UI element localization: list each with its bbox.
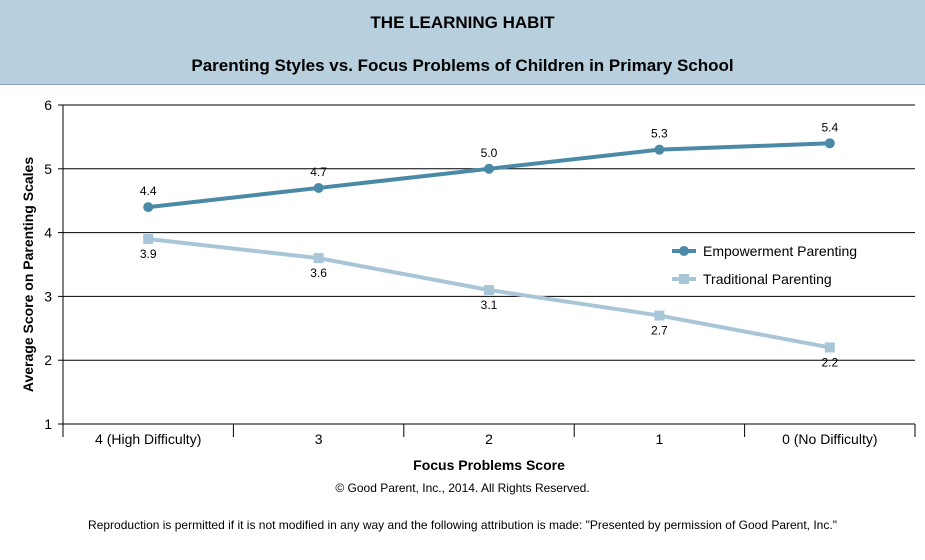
data-label: 2.7 — [651, 324, 668, 338]
x-tick-label: 2 — [485, 431, 493, 447]
data-label: 4.4 — [140, 184, 157, 198]
data-point — [143, 202, 154, 213]
y-tick-label: 1 — [44, 416, 52, 432]
data-point — [654, 310, 665, 321]
legend-marker — [679, 274, 689, 284]
chart-subtitle: Parenting Styles vs. Focus Problems of C… — [191, 56, 734, 75]
data-point — [824, 138, 835, 149]
y-tick-label: 4 — [44, 225, 52, 241]
data-label: 3.1 — [481, 298, 498, 312]
x-tick-label: 4 (High Difficulty) — [95, 431, 201, 447]
legend-marker — [679, 246, 689, 256]
data-label: 3.6 — [310, 266, 327, 280]
data-label: 3.9 — [140, 247, 157, 261]
data-point — [654, 144, 665, 155]
x-tick-label: 0 (No Difficulty) — [782, 431, 877, 447]
data-label: 5.4 — [821, 120, 838, 134]
chart-title: THE LEARNING HABIT — [370, 13, 555, 32]
data-point — [824, 342, 835, 353]
y-tick-label: 3 — [44, 288, 52, 304]
copyright-notice: © Good Parent, Inc., 2014. All Rights Re… — [335, 481, 590, 495]
y-axis-title: Average Score on Parenting Scales — [20, 157, 36, 392]
x-axis-title: Focus Problems Score — [413, 457, 565, 473]
legend-label: Traditional Parenting — [703, 271, 832, 287]
data-label: 4.7 — [310, 165, 327, 179]
data-point — [313, 182, 324, 193]
data-point — [484, 163, 494, 174]
y-tick-label: 6 — [44, 97, 52, 113]
reproduction-notice: Reproduction is permitted if it is not m… — [88, 518, 837, 532]
x-tick-label: 3 — [315, 431, 323, 447]
y-tick-label: 5 — [44, 161, 52, 177]
chart-header: THE LEARNING HABIT Parenting Styles vs. … — [0, 0, 925, 85]
y-tick-label: 2 — [44, 352, 52, 368]
data-point — [313, 253, 324, 264]
data-label: 5.3 — [651, 127, 668, 141]
x-tick-label: 1 — [656, 431, 664, 447]
legend-label: Empowerment Parenting — [703, 243, 857, 259]
data-point — [484, 285, 494, 296]
data-label: 2.2 — [821, 355, 838, 369]
data-point — [143, 233, 154, 244]
data-label: 5.0 — [481, 146, 498, 160]
